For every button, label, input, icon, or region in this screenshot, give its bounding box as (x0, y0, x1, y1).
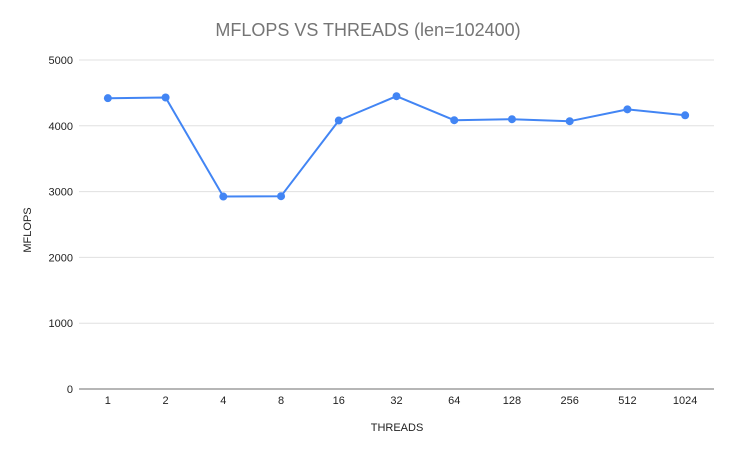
data-point (507, 115, 516, 124)
data-point (103, 94, 112, 103)
data-point (565, 117, 574, 126)
x-axis-title: THREADS (371, 422, 424, 434)
x-tick-label: 4 (220, 395, 226, 407)
data-point (681, 111, 690, 120)
x-tick-label: 256 (561, 395, 579, 407)
y-tick-label: 4000 (49, 121, 73, 133)
y-tick-label: 0 (67, 384, 73, 396)
chart-title: MFLOPS VS THREADS (len=102400) (215, 20, 520, 40)
y-tick-label: 1000 (49, 318, 73, 330)
x-tick-labels: 1 2 4 8 16 32 64 128 256 512 1024 (105, 395, 698, 407)
x-tick-label: 64 (448, 395, 460, 407)
x-tick-label: 128 (503, 395, 521, 407)
series-group (103, 92, 690, 201)
x-tick-label: 32 (390, 395, 402, 407)
x-tick-label: 8 (278, 395, 284, 407)
y-tick-labels: 0 1000 2000 3000 4000 5000 (49, 55, 73, 396)
y-axis-title: MFLOPS (22, 207, 34, 252)
y-tick-label: 5000 (49, 55, 73, 67)
y-tick-label: 3000 (49, 187, 73, 199)
data-point (161, 93, 170, 102)
x-tick-label: 16 (333, 395, 345, 407)
y-tick-label: 2000 (49, 252, 73, 264)
data-point (392, 92, 401, 101)
data-point (219, 192, 228, 201)
x-tick-label: 1024 (673, 395, 697, 407)
x-tick-label: 1 (105, 395, 111, 407)
series-line (107, 95, 686, 198)
data-point (623, 105, 632, 114)
x-tick-label: 2 (163, 395, 169, 407)
data-point (450, 116, 459, 125)
x-tick-label: 512 (618, 395, 636, 407)
data-point (334, 116, 343, 125)
data-point (277, 192, 286, 201)
grid (79, 59, 714, 390)
